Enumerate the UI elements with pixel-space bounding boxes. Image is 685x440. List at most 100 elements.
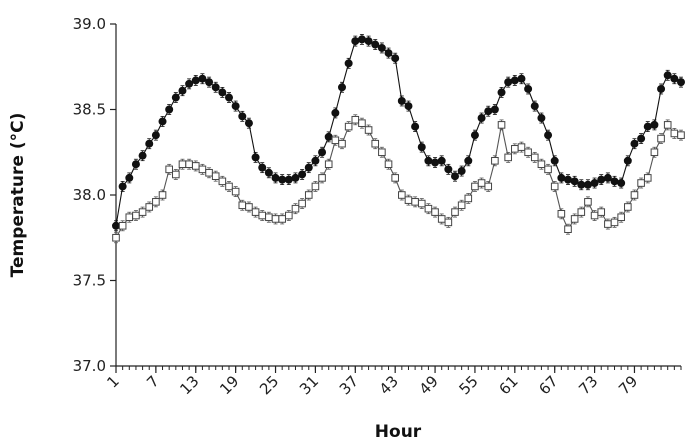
x-tick-label: 7: [143, 372, 162, 391]
data-point: [537, 160, 546, 169]
data-point: [152, 198, 160, 206]
data-point: [311, 182, 320, 191]
data-point: [278, 175, 287, 184]
data-point: [497, 121, 506, 129]
y-tick-label: 37.0: [73, 357, 106, 375]
data-point: [431, 208, 439, 216]
data-point: [670, 129, 679, 138]
data-point: [437, 215, 446, 223]
data-point: [384, 49, 393, 58]
x-tick-label: 13: [176, 372, 202, 398]
data-point: [537, 114, 546, 123]
data-point: [670, 74, 679, 83]
data-point: [557, 210, 566, 218]
data-point: [138, 151, 147, 160]
data-point: [118, 182, 127, 191]
data-point: [291, 173, 300, 182]
data-point: [145, 139, 154, 148]
data-point: [490, 105, 499, 114]
series-1: [112, 33, 685, 232]
x-tick-label: 55: [456, 372, 482, 398]
x-tick-label: 37: [336, 372, 362, 398]
data-point: [158, 117, 167, 126]
data-point: [677, 131, 685, 139]
data-point: [364, 37, 373, 46]
data-point: [304, 191, 313, 199]
data-point: [424, 204, 433, 213]
data-point: [643, 122, 652, 131]
data-point: [424, 156, 433, 165]
x-tick-label: 43: [376, 372, 402, 398]
data-point: [178, 86, 187, 95]
data-point: [457, 201, 466, 210]
data-point: [118, 221, 127, 230]
data-point: [331, 108, 340, 117]
data-point: [391, 174, 399, 182]
data-point: [311, 156, 320, 165]
data-point: [251, 208, 260, 216]
data-point: [457, 167, 466, 176]
data-point: [597, 208, 606, 216]
data-point: [431, 158, 440, 167]
data-point: [590, 211, 599, 220]
data-point: [145, 203, 154, 211]
data-point: [484, 107, 493, 116]
data-point: [417, 199, 426, 208]
data-point: [451, 208, 459, 216]
data-point: [298, 199, 306, 208]
data-point: [411, 198, 419, 206]
data-point: [125, 173, 134, 182]
data-point: [650, 120, 659, 129]
data-point: [663, 71, 672, 80]
data-point: [244, 119, 253, 128]
data-point: [524, 84, 533, 93]
y-tick-label: 37.5: [73, 272, 106, 290]
data-point: [191, 76, 200, 85]
data-point: [630, 191, 639, 199]
data-point: [165, 165, 173, 174]
data-point: [324, 132, 333, 141]
y-tick-label: 39.0: [73, 15, 106, 33]
data-point: [131, 160, 140, 169]
data-point: [224, 93, 233, 102]
data-point: [258, 163, 267, 172]
data-point: [211, 83, 220, 92]
data-point: [377, 43, 386, 52]
data-point: [597, 175, 606, 184]
data-point: [404, 102, 413, 111]
x-tick-label: 67: [535, 372, 561, 398]
data-point: [497, 88, 506, 97]
data-point: [358, 119, 366, 127]
data-point: [517, 74, 526, 83]
data-point: [511, 145, 519, 153]
data-point: [378, 148, 386, 157]
data-point: [530, 102, 539, 111]
data-point: [324, 160, 333, 169]
data-point: [550, 182, 559, 191]
data-point: [603, 173, 612, 182]
data-point: [185, 160, 193, 169]
data-point: [125, 213, 134, 222]
data-point: [464, 194, 473, 203]
data-point: [583, 180, 592, 189]
data-point: [544, 131, 553, 140]
data-point: [504, 78, 513, 87]
data-point: [338, 139, 346, 148]
data-point: [470, 131, 479, 140]
x-tick-label: 49: [416, 372, 442, 398]
data-point: [371, 40, 380, 49]
data-point: [231, 187, 240, 196]
data-point: [610, 177, 619, 186]
y-tick-label: 38.5: [73, 101, 106, 119]
data-point: [404, 196, 413, 204]
data-point: [617, 213, 625, 222]
data-point: [564, 225, 572, 233]
data-point: [251, 153, 260, 162]
data-point: [650, 148, 659, 157]
x-tick-label: 25: [256, 372, 282, 398]
data-point: [238, 112, 247, 121]
data-point: [172, 170, 180, 179]
data-point: [205, 168, 213, 177]
data-point: [450, 172, 459, 181]
x-tick-label: 1: [103, 372, 122, 391]
